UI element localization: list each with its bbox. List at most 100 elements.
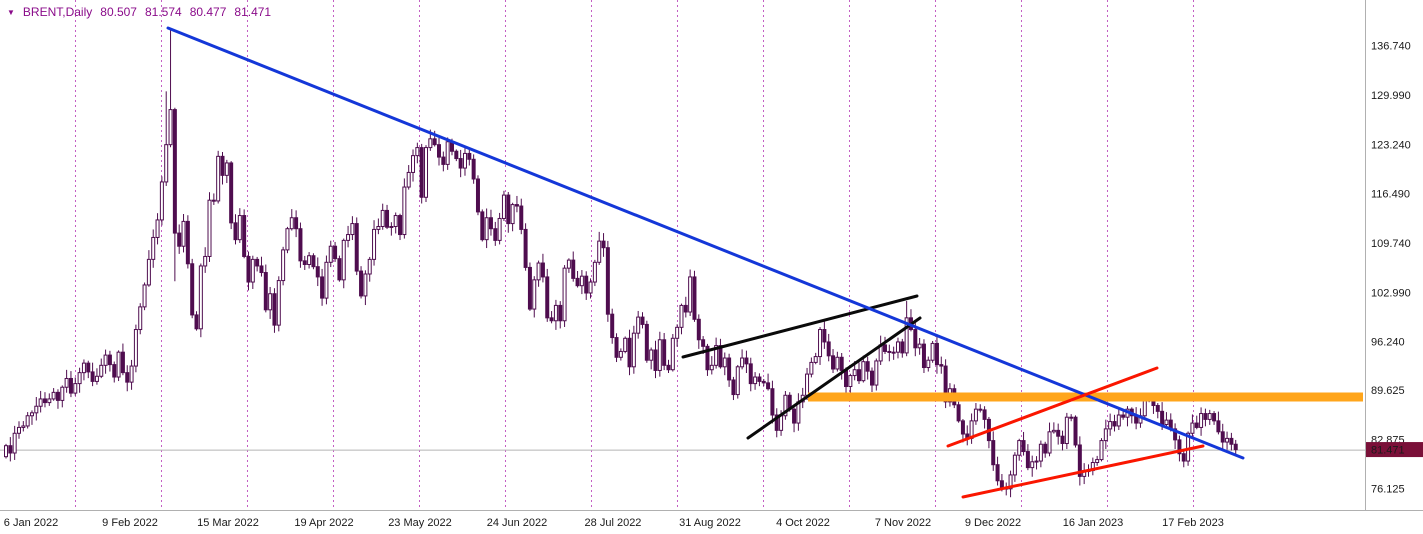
candle [229, 161, 234, 230]
candle [8, 437, 13, 462]
date-axis-label: 19 Apr 2022 [294, 517, 353, 529]
candle [1190, 414, 1195, 437]
downtrend-line[interactable] [166, 26, 1245, 460]
candle [411, 149, 416, 182]
wedge-lower-trendline[interactable] [746, 316, 922, 440]
current-price-tag-label: 81.471 [1371, 445, 1405, 457]
candle [73, 377, 78, 396]
candle [514, 195, 519, 213]
quote-open: 80.507 [100, 5, 137, 19]
candle [588, 278, 593, 299]
candle [1073, 415, 1078, 448]
price-axis-label: 89.625 [1371, 385, 1405, 397]
candle [372, 220, 377, 266]
candle [112, 361, 117, 383]
candle [662, 332, 667, 371]
candle [99, 358, 104, 379]
candle [558, 301, 563, 329]
chart-header: ▼ BRENT,Daily 80.507 81.574 80.477 81.47… [7, 5, 271, 19]
candle [921, 339, 926, 374]
quote-high: 81.574 [144, 5, 182, 19]
candle [969, 413, 974, 444]
resistance-zone[interactable] [808, 392, 1363, 402]
candle [320, 268, 325, 306]
candle [605, 240, 610, 322]
candle [376, 218, 381, 235]
candle [21, 421, 26, 432]
candle [510, 202, 515, 232]
candle [584, 271, 589, 300]
candle [1125, 406, 1130, 427]
candle [445, 137, 450, 170]
date-axis-label: 24 Jun 2022 [487, 517, 548, 529]
candle [86, 360, 91, 379]
candle [1034, 456, 1039, 470]
candle [792, 407, 797, 433]
candle [757, 373, 762, 387]
candle [302, 255, 307, 270]
candle [77, 367, 82, 393]
candle [194, 311, 199, 331]
candle [168, 28, 173, 148]
candle [1099, 438, 1104, 462]
candle [1051, 422, 1056, 434]
candle [744, 350, 749, 374]
candle [259, 256, 264, 277]
candle [220, 152, 225, 185]
price-axis-label: 102.990 [1371, 287, 1411, 299]
candle [1112, 414, 1117, 432]
candle [1207, 409, 1212, 425]
price-axis-label: 116.490 [1371, 189, 1410, 201]
candle [185, 215, 190, 269]
wedge-upper-trendline[interactable] [681, 294, 919, 359]
candle [272, 288, 277, 333]
candle [246, 251, 251, 291]
candle [1108, 413, 1113, 436]
channel-lower-trendline[interactable] [961, 444, 1205, 499]
candle [1012, 452, 1017, 482]
channel-upper-trendline[interactable] [946, 366, 1159, 448]
candle [727, 353, 732, 387]
candle [601, 233, 606, 257]
candle [298, 222, 303, 268]
candle [536, 260, 541, 287]
candle [636, 310, 641, 339]
date-axis-label: 17 Feb 2023 [1162, 517, 1224, 529]
candle [631, 325, 636, 374]
candle [289, 209, 294, 231]
candle [255, 256, 260, 272]
candle [1203, 408, 1208, 427]
candle [939, 356, 944, 374]
candle [250, 255, 255, 289]
candle [532, 276, 537, 318]
candle [848, 373, 853, 393]
candle [519, 198, 524, 235]
candle [657, 331, 662, 377]
candle [597, 231, 602, 265]
candle [467, 147, 472, 166]
candle [458, 149, 463, 178]
candle [16, 421, 21, 439]
candle [1017, 438, 1022, 461]
candle [818, 327, 823, 365]
candle [930, 340, 935, 363]
candle [870, 367, 874, 392]
candle [835, 351, 840, 372]
candle [579, 270, 584, 295]
candle [125, 365, 130, 392]
candle [610, 308, 615, 344]
candle [878, 335, 883, 365]
drawings-layer [166, 26, 1363, 499]
candle [359, 266, 364, 299]
price-axis-label: 96.240 [1371, 337, 1405, 349]
candle [281, 246, 286, 286]
candle [350, 216, 355, 241]
date-axis-label: 16 Jan 2023 [1063, 517, 1124, 529]
candle [1090, 457, 1095, 476]
candle [497, 212, 502, 245]
date-axis-label: 9 Feb 2022 [102, 517, 158, 529]
candle [4, 443, 8, 459]
candle [1082, 463, 1087, 485]
candle [1229, 432, 1234, 451]
